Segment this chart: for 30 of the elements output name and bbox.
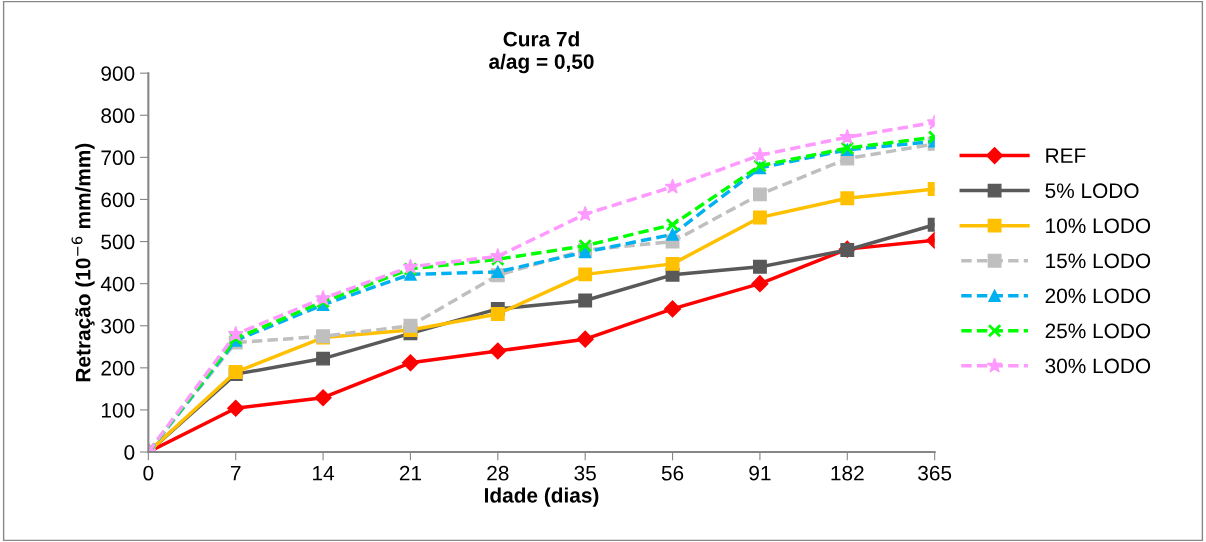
x-tick-label: 35 [574,465,596,481]
legend-label: REF [1046,148,1086,163]
legend-label: 5% LODO [1045,183,1139,199]
x-tick-label: 14 [313,465,335,481]
y-tick-label: 700 [101,150,135,166]
legend-label: 20% LODO [1045,288,1151,304]
y-tick-label: 800 [101,108,135,124]
legend-label: 15% LODO [1046,253,1151,269]
y-tick-label: 400 [100,276,135,292]
y-tick-label: 200 [101,360,135,376]
y-tick-label: 500 [101,234,135,250]
x-tick-label: 91 [749,465,771,481]
x-tick-label: 21 [399,465,422,481]
x-tick-label: 56 [661,465,684,481]
x-tick-label: 28 [487,465,509,481]
y-tick-label: 300 [101,318,135,334]
y-tick-label: 0 [124,445,135,460]
x-tick-label: 182 [831,465,864,481]
chart-title: Cura 7d a/ag = 0,50 [489,31,594,74]
x-tick-label: 365 [918,465,952,481]
legend-label: 30% LODO [1045,358,1151,374]
legend-label: 10% LODO [1046,218,1151,234]
x-axis-title: Idade (dias) [485,487,599,507]
y-tick-label: 900 [101,66,135,81]
x-tick-label: 0 [143,465,154,481]
x-tick-label: 7 [230,465,241,481]
y-axis-title: Retração (10$^{−6}$ mm/mm) [71,143,95,382]
y-tick-label: 100 [101,402,135,418]
legend-label: 25% LODO [1045,323,1151,339]
y-tick-label: 600 [101,192,135,208]
